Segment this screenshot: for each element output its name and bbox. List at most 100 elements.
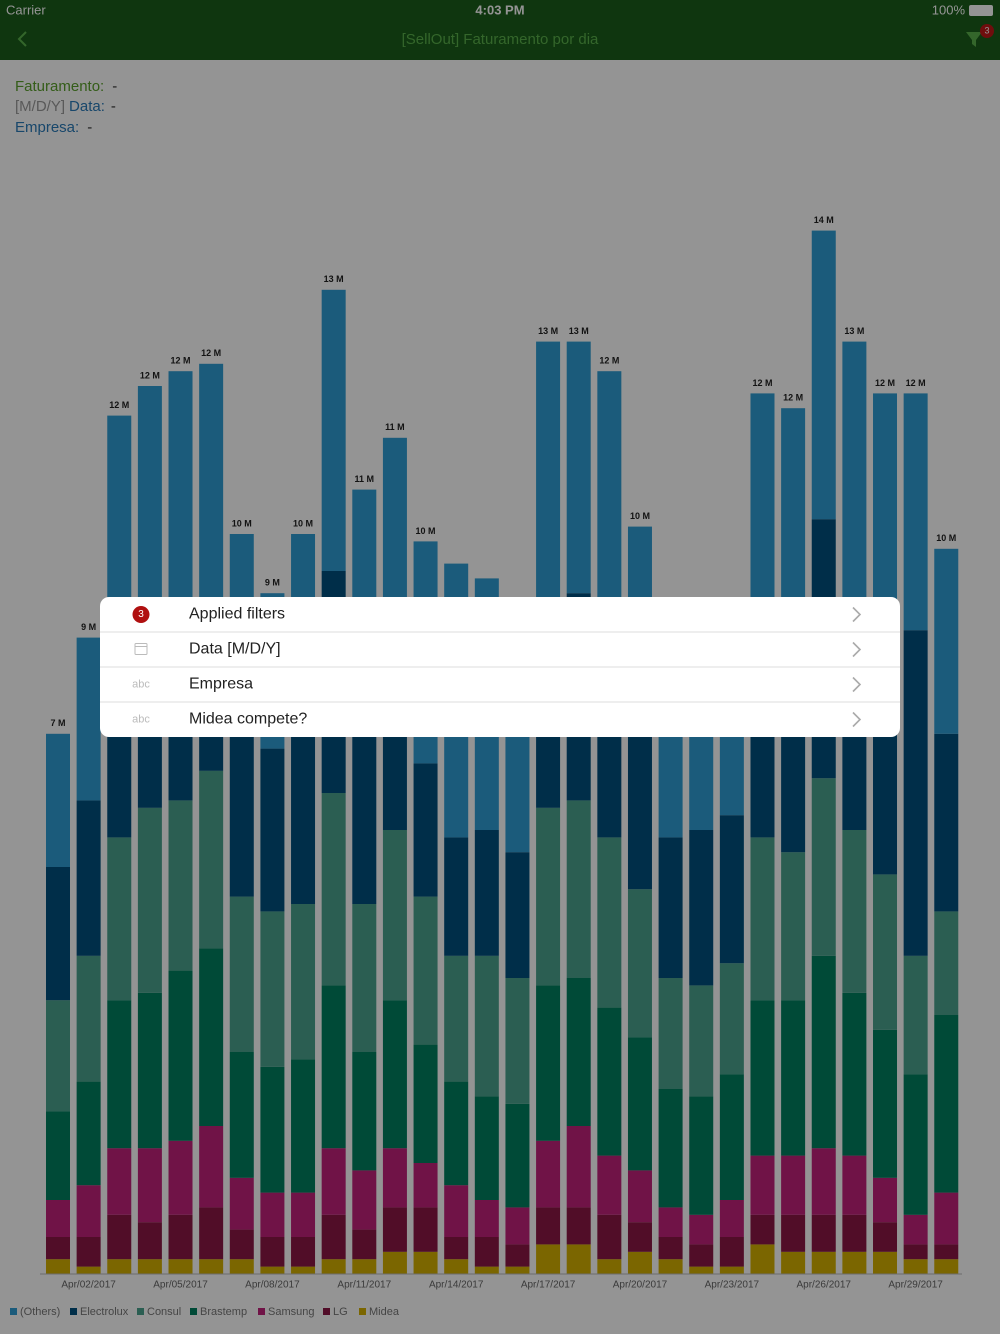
bar-segment [750,1155,775,1215]
total-label: 10 M [232,518,252,528]
bar-segment [689,1244,714,1267]
total-label: 12 M [906,378,926,388]
row-hit[interactable] [100,702,900,737]
bar-segment [903,393,928,631]
bar-segment [260,1192,285,1237]
bar-segment [76,800,101,956]
bar-segment [934,1015,959,1193]
legend-swatch [137,1308,144,1315]
bar-segment [505,852,530,978]
filter-icon[interactable] [966,32,982,47]
bar-segment [934,1244,959,1260]
legend-swatch [70,1308,77,1315]
bar-segment [137,1222,162,1260]
bar-segment [46,1237,70,1260]
empresa-label: Empresa: [15,119,79,136]
bar-segment [444,1259,469,1274]
bar-segment [199,363,224,631]
bar-segment [474,1237,499,1267]
bar-segment [873,1222,898,1252]
bar-segment [750,393,775,638]
bar-segment [566,1126,591,1208]
bar-segment [781,1000,806,1156]
row-icon: abc [132,713,150,725]
row-hit[interactable] [100,632,900,667]
total-label: 9 M [81,622,96,632]
legend-label: Brastemp [200,1306,247,1318]
row-icon: abc [132,678,150,690]
bar-segment [781,1155,806,1215]
bar-segment [46,733,70,867]
row-hit[interactable] [100,597,900,632]
bar-segment [291,1192,316,1237]
bar-segment [689,1096,714,1215]
row-chevron [852,676,862,693]
bar-segment [199,770,224,949]
bar-segment [842,1214,867,1252]
bar-segment [505,1103,530,1208]
row-badge [132,606,150,623]
bar-segment [903,1074,928,1215]
bar-segment [842,830,867,993]
bar-segment [382,1207,407,1252]
x-tick-label: Apr/23/2017 [705,1280,760,1291]
bar-segment [842,1155,867,1215]
total-label: 11 M [355,474,375,484]
total-label: 12 M [171,356,191,366]
bar-segment [597,837,622,1008]
bar-segment [536,807,561,986]
bar-segment [107,837,132,1001]
bar-segment [597,1214,622,1260]
bar-segment [76,955,101,1082]
bar-segment [46,1111,70,1200]
bar-segment [413,1251,438,1274]
legend-label: Midea [369,1306,400,1318]
bar-segment [229,896,254,1052]
carrier: Carrier [6,2,46,17]
bar-segment [474,1266,499,1274]
total-label: 9 M [265,578,280,588]
back-button[interactable] [17,31,27,47]
legend-label: Consul [147,1306,181,1318]
bar-segment [291,1266,316,1274]
bar-segment [811,1148,836,1215]
bar-segment [781,1251,806,1274]
total-label: 10 M [936,533,956,543]
bar-segment [750,1214,775,1245]
bar-segment [260,1266,285,1274]
faturamento-value: - [112,78,117,95]
bar-segment [811,1214,836,1252]
bar-segment [934,1259,959,1274]
bar-segment [168,1214,193,1260]
legend-swatch [190,1308,197,1315]
legend-label: Electrolux [80,1306,129,1318]
total-label: 10 M [293,518,313,528]
data-value: - [111,98,116,115]
total-label: 12 M [109,400,129,410]
x-tick-label: Apr/17/2017 [521,1280,576,1291]
bar-segment [536,1207,561,1245]
bar-segment [903,955,928,1075]
bar-segment [260,911,285,1067]
legend-label: (Others) [20,1306,60,1318]
row-hit[interactable] [100,667,900,702]
bar-segment [382,830,407,1001]
bar-segment [199,1207,224,1260]
bar-segment [321,289,346,571]
bar-segment [352,1170,377,1230]
total-label: 10 M [630,511,650,521]
bar-segment [229,1259,254,1274]
bar-segment [781,1214,806,1252]
total-label: 13 M [569,326,589,336]
bar-segment [137,992,162,1149]
bar-segment [536,1140,561,1208]
bar-segment [689,1214,714,1245]
legend-swatch [258,1308,265,1315]
bar-segment [444,1185,469,1237]
bar-segment [168,800,193,971]
bar-segment [352,904,377,1052]
legend-label: Samsung [268,1306,314,1318]
x-tick-label: Apr/26/2017 [797,1280,852,1291]
bar-segment [536,1244,561,1274]
